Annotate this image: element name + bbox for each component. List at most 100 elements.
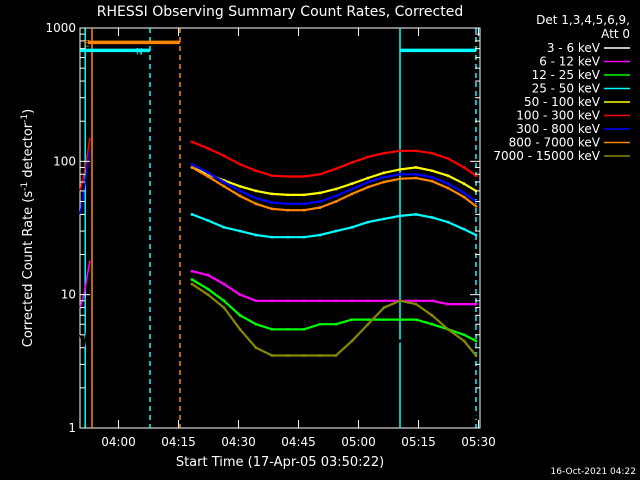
series-5-point-10: [350, 161, 354, 164]
series-8-point-9: [334, 354, 338, 357]
series-2-point-8: [318, 322, 322, 326]
series-1-point-0: [190, 269, 194, 273]
series-lines: [79, 137, 478, 419]
series-2-point-4: [254, 322, 258, 326]
early-spike-3: [79, 324, 91, 348]
series-0-point-9: [334, 386, 338, 390]
series-8-point-3: [238, 327, 242, 331]
series-2-point-12: [382, 318, 386, 322]
series-1-point-17: [462, 302, 466, 306]
chart-title: RHESSI Observing Summary Count Rates, Co…: [97, 4, 463, 20]
series-8-point-16: [446, 327, 450, 331]
series-0-point-18: [474, 416, 478, 419]
series-2-point-18: [474, 339, 478, 343]
series-0-point-12: [382, 354, 386, 357]
series-7-point-5: [270, 207, 274, 211]
series-1-point-8: [318, 299, 322, 303]
series-4-point-16: [446, 174, 450, 178]
series-1-point-9: [334, 299, 338, 303]
legend-header-2: Att 0: [601, 27, 630, 41]
series-5-point-3: [238, 162, 242, 166]
legend-label-1: 6 - 12 keV: [539, 55, 601, 69]
series-3-point-7: [302, 235, 306, 239]
y-axis-ticks: 1 10 100 1000: [45, 21, 480, 435]
series-2-point-15: [430, 322, 434, 326]
series-5-point-8: [318, 172, 322, 176]
x-tick-label-1: 04:15: [161, 435, 196, 449]
series-8-point-12: [382, 306, 386, 309]
legend-label-6: 300 - 800 keV: [516, 122, 600, 136]
series-8-point-18: [474, 354, 478, 357]
plot-frame: [79, 27, 481, 429]
series-4-point-13: [398, 167, 402, 171]
series-0-point-4: [254, 339, 258, 343]
series-0-point-1: [206, 282, 210, 286]
series-2-point-7: [302, 327, 306, 331]
series-3-point-0: [190, 212, 194, 216]
series-5-point-11: [366, 155, 370, 159]
series-1-point-15: [430, 299, 434, 303]
x-axis-label: Start Time (17-Apr-05 03:50:22): [176, 455, 384, 470]
series-4-point-10: [350, 182, 354, 186]
series-0-point-14: [414, 339, 418, 343]
series-5-point-1: [206, 147, 210, 150]
series-6-point-14: [414, 172, 418, 176]
vertical-markers: [84, 28, 477, 428]
series-1-point-14: [414, 299, 418, 303]
series-6-point-7: [302, 202, 306, 206]
y-label-part-1: Corrected Count Rate (s: [21, 191, 36, 348]
series-3-point-6: [286, 235, 290, 239]
series-5-point-0: [190, 140, 194, 144]
series-5-point-16: [446, 157, 450, 160]
series-0-point-2: [222, 293, 226, 297]
series-7-point-14: [414, 176, 418, 180]
series-5-point-17: [462, 166, 466, 169]
y-label-sup-2: -1: [20, 114, 30, 123]
series-1-point-7: [302, 299, 306, 303]
series-6-point-12: [382, 175, 386, 179]
series-5-point-6: [286, 175, 290, 178]
series-2-point-0: [190, 278, 194, 281]
series-8-point-13: [398, 299, 402, 303]
series-6-point-5: [270, 201, 274, 205]
series-8-point-11: [366, 322, 370, 326]
series-8-point-5: [270, 354, 274, 357]
y-axis-label: Corrected Count Rate (s-1 detector-1): [20, 109, 36, 347]
series-3-point-17: [462, 227, 466, 231]
series-7-point-16: [446, 186, 450, 190]
series-7-point-4: [254, 202, 258, 206]
series-8-point-4: [254, 346, 258, 350]
series-3-point-10: [350, 225, 354, 229]
series-5-point-12: [382, 151, 386, 155]
x-tick-label-5: 05:15: [401, 435, 436, 449]
series-6-point-13: [398, 172, 402, 176]
series-7-point-1: [206, 175, 210, 178]
series-6-point-11: [366, 180, 370, 184]
series-5-point-5: [270, 174, 274, 178]
series-1-point-2: [222, 282, 226, 286]
series-2-point-13: [398, 318, 402, 322]
series-7-point-7: [302, 208, 306, 212]
x-tick-label-2: 04:30: [221, 435, 256, 449]
series-6-point-0: [190, 162, 194, 166]
series-3-point-3: [238, 229, 242, 233]
series-6-point-17: [462, 191, 466, 195]
series-7-point-10: [350, 192, 354, 196]
series-6-point-3: [238, 189, 242, 193]
series-6-point-1: [206, 171, 210, 175]
series-3-point-13: [398, 214, 402, 218]
series-4-point-17: [462, 182, 466, 186]
flag-label-0: E: [84, 39, 90, 49]
legend-label-5: 100 - 300 keV: [516, 109, 600, 123]
x-tick-label-6: 05:30: [461, 435, 496, 449]
x-axis-ticks: 04:00 04:15 04:30 04:45 05:00 05:15 05:30: [101, 28, 496, 449]
series-8-point-0: [190, 282, 194, 286]
series-2-point-1: [206, 287, 210, 291]
series-1-point-4: [254, 299, 258, 303]
series-1-point-5: [270, 299, 274, 303]
series-0-point-5: [270, 362, 274, 366]
series-4-point-6: [286, 193, 290, 197]
series-5-point-13: [398, 149, 402, 153]
